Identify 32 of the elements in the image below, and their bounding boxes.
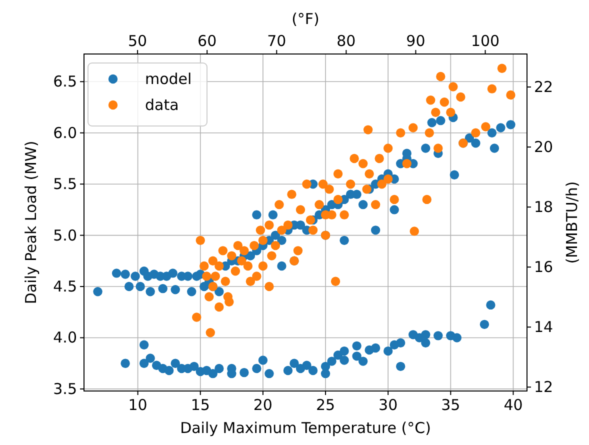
y2-tick-label: 22 [534,78,554,96]
x-tick-label: 15 [190,396,210,414]
x-tick-label: 30 [378,396,398,414]
y2-tick-label: 18 [534,198,554,216]
y2-axis-title: (MMBTU/h) [563,181,581,264]
legend-label: model [145,70,192,88]
x-tick-label: 20 [253,396,272,414]
y-tick-label: 4.5 [53,278,77,296]
x2-tick-label: 70 [267,32,286,50]
x2-tick-label: 80 [336,32,356,50]
y-axis-title: Daily Peak Load (MW) [22,140,40,304]
y-tick-label: 6.0 [53,124,77,142]
y2-tick-label: 12 [534,378,554,396]
x2-tick-label: 50 [128,32,148,50]
x-tick-label: 35 [441,396,460,414]
x-axis-title: Daily Maximum Temperature (°C) [180,419,431,437]
x2-tick-label: 100 [470,32,500,50]
y-tick-label: 3.5 [53,380,77,398]
x2-axis-title: (°F) [292,10,320,28]
y2-tick-label: 14 [534,318,554,336]
y-tick-label: 6.5 [53,72,77,91]
x-tick-label: 10 [128,396,148,414]
y2-tick-label: 20 [534,138,554,156]
y2-tick-label: 16 [534,258,554,276]
x-tick-label: 25 [316,396,336,414]
x2-tick-label: 60 [198,32,217,50]
x-tick-label: 40 [504,396,523,414]
y-tick-label: 5.0 [53,226,77,244]
x2-tick-label: 90 [406,32,426,50]
y-tick-label: 4.0 [53,328,77,347]
legend-label: data [145,96,179,114]
y-tick-label: 5.5 [53,175,77,194]
